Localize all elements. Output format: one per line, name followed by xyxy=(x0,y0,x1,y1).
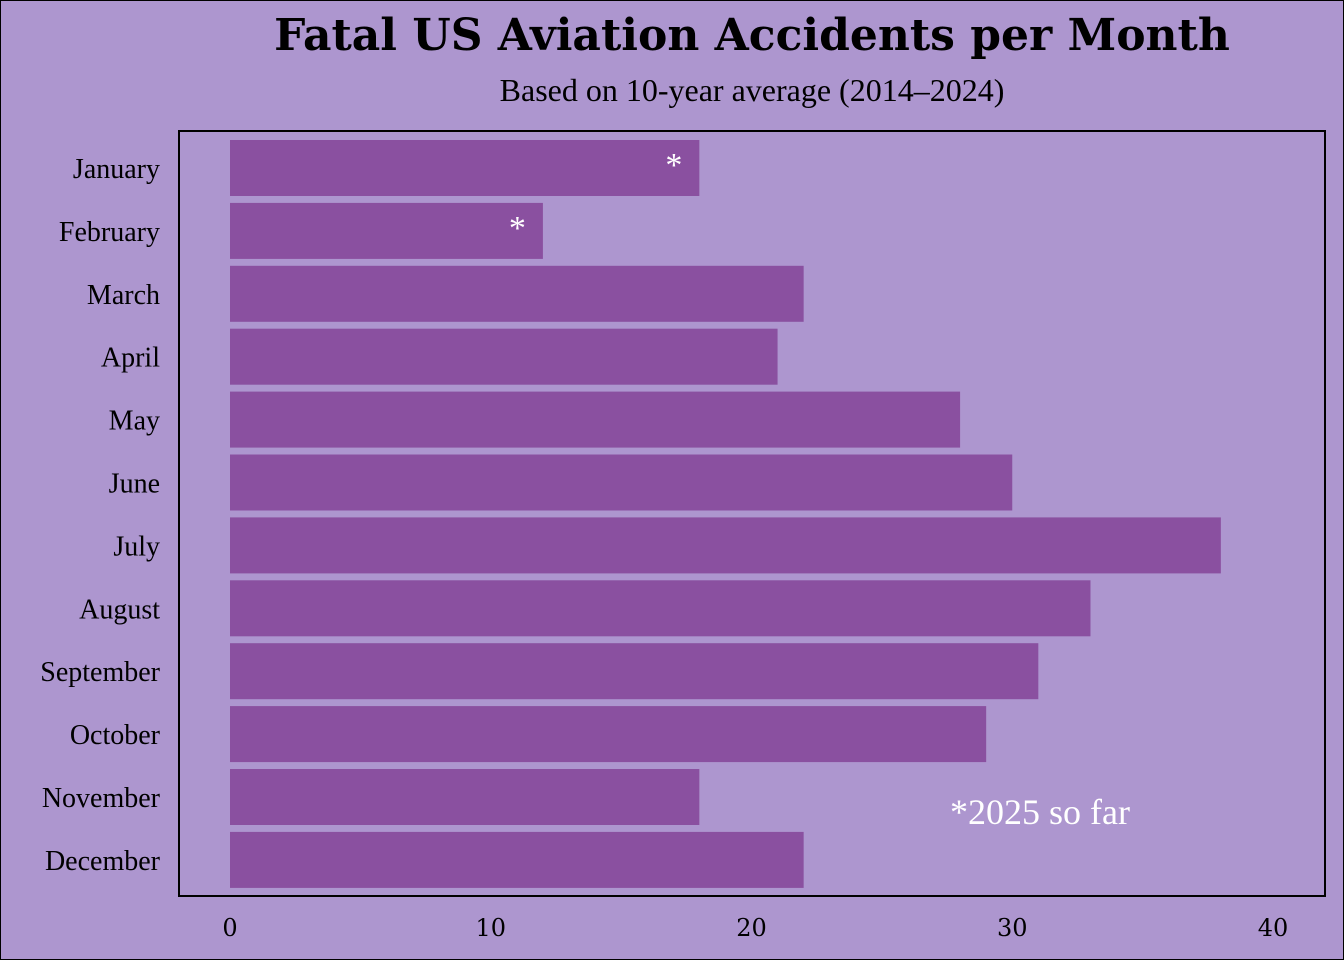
bar-june xyxy=(230,454,1013,511)
bar-october xyxy=(230,706,987,763)
category-label-january: January xyxy=(73,154,160,185)
x-tick-40: 40 xyxy=(1258,914,1289,942)
category-label-september: September xyxy=(40,657,160,688)
bar-january xyxy=(230,140,700,196)
bar-marker-january: * xyxy=(665,147,682,184)
bar-november xyxy=(230,769,700,825)
bar-march xyxy=(230,265,804,322)
annotation-2025-so-far: *2025 so far xyxy=(950,792,1130,832)
category-label-february: February xyxy=(59,217,160,248)
plot-area-border xyxy=(178,130,1326,897)
bars-group: ** xyxy=(230,140,1221,888)
category-label-july: July xyxy=(113,531,160,562)
x-tick-0: 0 xyxy=(222,914,237,942)
chart-subtitle: Based on 10-year average (2014–2024) xyxy=(499,72,1005,108)
bar-july xyxy=(230,517,1221,574)
category-labels: January February March April May June July Augu… xyxy=(40,154,160,877)
bar-marker-february: * xyxy=(509,210,526,247)
x-tick-20: 20 xyxy=(736,914,767,942)
x-tick-30: 30 xyxy=(997,914,1028,942)
category-label-august: August xyxy=(79,594,160,625)
bar-april xyxy=(230,328,778,385)
bar-february xyxy=(230,202,543,259)
bar-december xyxy=(230,831,804,888)
category-label-november: November xyxy=(42,783,161,814)
category-label-may: May xyxy=(109,406,160,437)
chart-title: Fatal US Aviation Accidents per Month xyxy=(274,10,1230,61)
x-tick-labels: 0 10 20 30 40 xyxy=(222,914,1288,942)
category-label-october: October xyxy=(70,720,161,751)
category-label-march: March xyxy=(87,280,160,311)
category-label-december: December xyxy=(45,846,161,877)
x-tick-10: 10 xyxy=(475,914,506,942)
bar-august xyxy=(230,580,1091,637)
bar-may xyxy=(230,391,961,448)
category-label-april: April xyxy=(101,343,160,374)
bar-september xyxy=(230,643,1039,700)
category-label-june: June xyxy=(109,469,160,500)
